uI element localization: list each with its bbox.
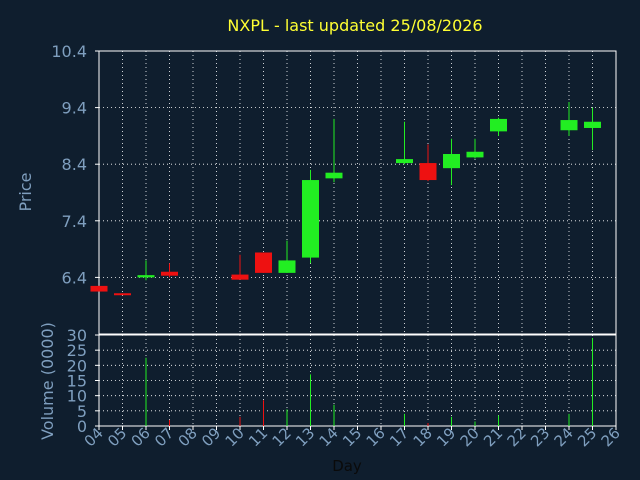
volume-ytick-label: 25 bbox=[67, 341, 87, 360]
price-panel: 6.4 7.4 8.4 9.4 10.4 bbox=[51, 42, 617, 335]
price-axis-label: Price bbox=[16, 172, 35, 211]
candle-body bbox=[278, 260, 296, 273]
candle-body bbox=[490, 118, 507, 132]
x-axis-label: Day bbox=[332, 457, 362, 475]
candle-body bbox=[302, 180, 319, 258]
candle-body bbox=[325, 172, 343, 179]
chart-title: NXPL - last updated 25/08/2026 bbox=[227, 16, 482, 35]
candle-body bbox=[161, 271, 178, 276]
volume-axis-label: Volume (0000) bbox=[38, 322, 57, 440]
volume-ytick-label: 30 bbox=[67, 326, 87, 345]
candle-body bbox=[419, 163, 437, 181]
candle-body bbox=[114, 293, 131, 296]
candle-body bbox=[443, 154, 460, 169]
candle-body bbox=[584, 121, 601, 128]
candle-body bbox=[231, 274, 249, 280]
price-ytick-label: 7.4 bbox=[62, 212, 87, 231]
candle-body bbox=[466, 151, 484, 158]
volume-plot-frame bbox=[98, 334, 617, 427]
price-ytick-label: 8.4 bbox=[62, 155, 87, 174]
candle-body bbox=[255, 252, 272, 273]
candle-body bbox=[137, 275, 155, 278]
price-ytick-label: 9.4 bbox=[62, 99, 87, 118]
candle-body bbox=[90, 285, 108, 292]
volume-ytick-label: 15 bbox=[67, 372, 87, 391]
volume-ytick-label: 20 bbox=[67, 356, 87, 375]
price-ytick-label: 6.4 bbox=[62, 268, 87, 287]
candle-body bbox=[396, 159, 413, 164]
price-ytick-label: 10.4 bbox=[51, 42, 87, 61]
volume-ytick-label: 0 bbox=[77, 417, 87, 436]
candle-body bbox=[560, 120, 578, 131]
price-plot-frame bbox=[98, 50, 617, 335]
volume-ytick-label: 5 bbox=[77, 402, 87, 421]
volume-ytick-label: 10 bbox=[67, 387, 87, 406]
